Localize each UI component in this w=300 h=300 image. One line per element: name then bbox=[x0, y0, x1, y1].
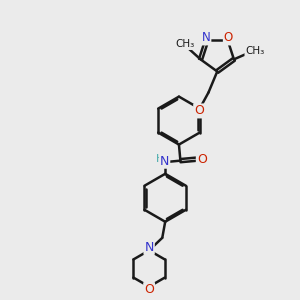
Text: N: N bbox=[144, 241, 154, 254]
Text: O: O bbox=[194, 104, 204, 117]
Text: N: N bbox=[160, 155, 169, 168]
Text: O: O bbox=[224, 32, 233, 44]
Text: O: O bbox=[144, 283, 154, 296]
Text: CH₃: CH₃ bbox=[245, 46, 265, 56]
Text: O: O bbox=[197, 153, 207, 166]
Text: N: N bbox=[202, 32, 210, 44]
Text: H: H bbox=[156, 154, 164, 164]
Text: CH₃: CH₃ bbox=[175, 39, 194, 49]
